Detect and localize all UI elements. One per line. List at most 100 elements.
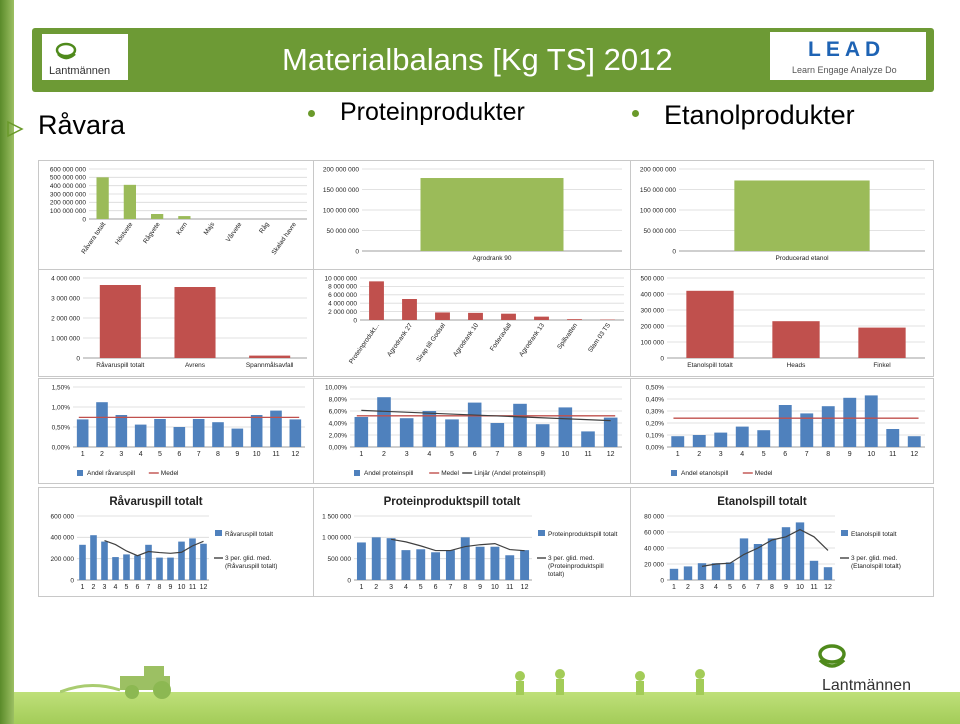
chart-panel-r_andel: 0,00% 0,50% 1,00% 1,50% 1 2 3 4 5 6 7 8 9 10 11 12 Andel… bbox=[38, 378, 314, 484]
bar bbox=[505, 555, 515, 580]
x-tick-label: 6 bbox=[136, 584, 140, 591]
x-tick-label: 1 bbox=[676, 451, 680, 458]
chart-e_andel: 0,00%0,10%0,20%0,30%0,40%0,50%1 2 3 4 5 6 7 8 9 1… bbox=[646, 384, 925, 477]
chart-panel-p_andel: 0,00% 2,00% 4,00% 6,00% 8,00% 10,00% 1 2 3 4 5 6 7 8 9… bbox=[313, 378, 631, 484]
y-tick-label: 1 000 000 bbox=[51, 335, 80, 342]
x-tick-label: Spillvatten bbox=[556, 322, 579, 351]
x-tick-label: 2 bbox=[100, 451, 104, 458]
y-tick-label: 2 000 000 bbox=[51, 315, 80, 322]
x-tick-label: Råvaruspill totalt bbox=[96, 361, 144, 369]
x-tick-label: Agrodrank 27 bbox=[386, 322, 414, 358]
bar bbox=[795, 522, 805, 580]
x-tick-label: 6 bbox=[177, 451, 181, 458]
bar bbox=[581, 431, 595, 447]
chart-p_prod: 0 50 000 000 100 000 000 150 000 000 200 000… bbox=[323, 166, 622, 262]
y-tick-label: 0 bbox=[660, 355, 664, 362]
bar bbox=[490, 423, 505, 447]
x-tick-label: Foderavfall bbox=[489, 322, 513, 353]
bar bbox=[96, 177, 109, 219]
bar bbox=[200, 543, 207, 580]
x-tick-label: Producerad etanol bbox=[775, 255, 829, 262]
chart-title: Råvaruspill totalt bbox=[109, 496, 202, 508]
x-tick-label: Avrens bbox=[185, 362, 206, 369]
chart-panel-e_andel: 0,00% 0,10% 0,20% 0,30% 0,40% 0,50% 1 2 3 4 5 6 7 8 9 1… bbox=[630, 378, 934, 484]
bar bbox=[800, 413, 814, 447]
chart-panel-e_total: Etanolspill totalt 0 20 000 40 000 60 000 80 … bbox=[630, 487, 934, 597]
x-tick-label: 12 bbox=[607, 451, 615, 458]
bar bbox=[683, 566, 693, 580]
y-tick-label: 50 000 000 bbox=[326, 228, 359, 235]
bar bbox=[490, 546, 500, 580]
section-ravara: Råvara bbox=[38, 110, 126, 140]
y-tick-label: 600 000 000 bbox=[50, 166, 87, 173]
chart-e_total: Etanolspill totalt 0 20 000 40 000 60 000 80 … bbox=[644, 496, 901, 591]
x-tick-label: 5 bbox=[419, 584, 423, 591]
chart-panel-r_spill: 0 1 000 000 2 000 000 3 000 000 4 000 000 Råv… bbox=[38, 269, 314, 377]
x-tick-label: 7 bbox=[448, 584, 452, 591]
bar bbox=[739, 538, 749, 580]
x-tick-label: 3 bbox=[405, 451, 409, 458]
x-tick-label: 8 bbox=[770, 584, 774, 591]
bar bbox=[90, 535, 97, 580]
y-tick-label: 0,10% bbox=[646, 432, 665, 439]
legend-swatch bbox=[77, 470, 83, 476]
lead-logo-text: LEAD bbox=[808, 38, 886, 61]
bar bbox=[101, 541, 108, 580]
chart-title: Proteinproduktspill totalt bbox=[384, 496, 521, 508]
x-tick-label: 9 bbox=[848, 451, 852, 458]
x-tick-label: 11 bbox=[272, 451, 279, 458]
bar bbox=[725, 562, 735, 580]
x-tick-label: 9 bbox=[478, 584, 482, 591]
legend-label: Andel råvaruspill bbox=[87, 469, 136, 477]
bar bbox=[669, 568, 679, 580]
lantmannen-logo-text: Lantmännen bbox=[49, 65, 110, 77]
legend-label: Andel proteinspill bbox=[364, 470, 414, 477]
left-accent-bar bbox=[0, 0, 14, 724]
bar bbox=[154, 419, 166, 447]
bar bbox=[475, 546, 485, 580]
legend-label: Andel etanolspill bbox=[681, 470, 729, 477]
tractor-silhouette-icon bbox=[60, 666, 171, 699]
bar bbox=[354, 417, 369, 447]
x-tick-label: 9 bbox=[784, 584, 788, 591]
x-tick-label: 9 bbox=[541, 451, 545, 458]
y-tick-label: 60 000 bbox=[644, 529, 664, 536]
x-tick-label: 6 bbox=[473, 451, 477, 458]
x-tick-label: 3 bbox=[700, 584, 704, 591]
bar bbox=[767, 538, 777, 580]
legend-label: 3 per. glid. med. (Etanolspill totalt) bbox=[851, 555, 901, 570]
bar bbox=[711, 563, 721, 580]
bar bbox=[697, 563, 707, 580]
bar bbox=[445, 419, 459, 447]
bar bbox=[734, 180, 870, 251]
y-tick-label: 500 000 bbox=[328, 556, 352, 563]
legend-swatch bbox=[215, 530, 222, 536]
bar bbox=[99, 285, 141, 358]
moving-average-line bbox=[104, 539, 204, 557]
bar bbox=[123, 554, 130, 580]
bar bbox=[686, 290, 734, 358]
bar bbox=[534, 316, 549, 320]
y-tick-label: 1 500 000 bbox=[322, 513, 351, 520]
x-tick-label: 11 bbox=[506, 584, 513, 591]
bar bbox=[858, 327, 906, 358]
y-tick-label: 400 000 bbox=[51, 535, 75, 542]
y-tick-label: 600 000 bbox=[51, 513, 75, 520]
bar bbox=[76, 419, 89, 447]
bar bbox=[167, 557, 174, 580]
footer-meadow bbox=[14, 692, 960, 724]
x-tick-label: 10 bbox=[867, 451, 875, 458]
bar bbox=[460, 537, 470, 580]
legend-label: Proteinproduktspill totalt bbox=[548, 531, 618, 538]
chart-panel-r_prod: 0 100 000 000 200 000 000 300 000 000 400 00… bbox=[38, 160, 314, 270]
x-tick-label: 12 bbox=[521, 584, 529, 591]
x-tick-label: 10 bbox=[796, 584, 804, 591]
x-tick-label: 4 bbox=[114, 584, 118, 591]
x-tick-label: 5 bbox=[125, 584, 129, 591]
x-tick-label: 2 bbox=[92, 584, 96, 591]
bar bbox=[249, 355, 291, 358]
x-tick-label: 6 bbox=[434, 584, 438, 591]
x-tick-label: 12 bbox=[200, 584, 208, 591]
y-tick-label: 4 000 000 bbox=[51, 275, 80, 282]
